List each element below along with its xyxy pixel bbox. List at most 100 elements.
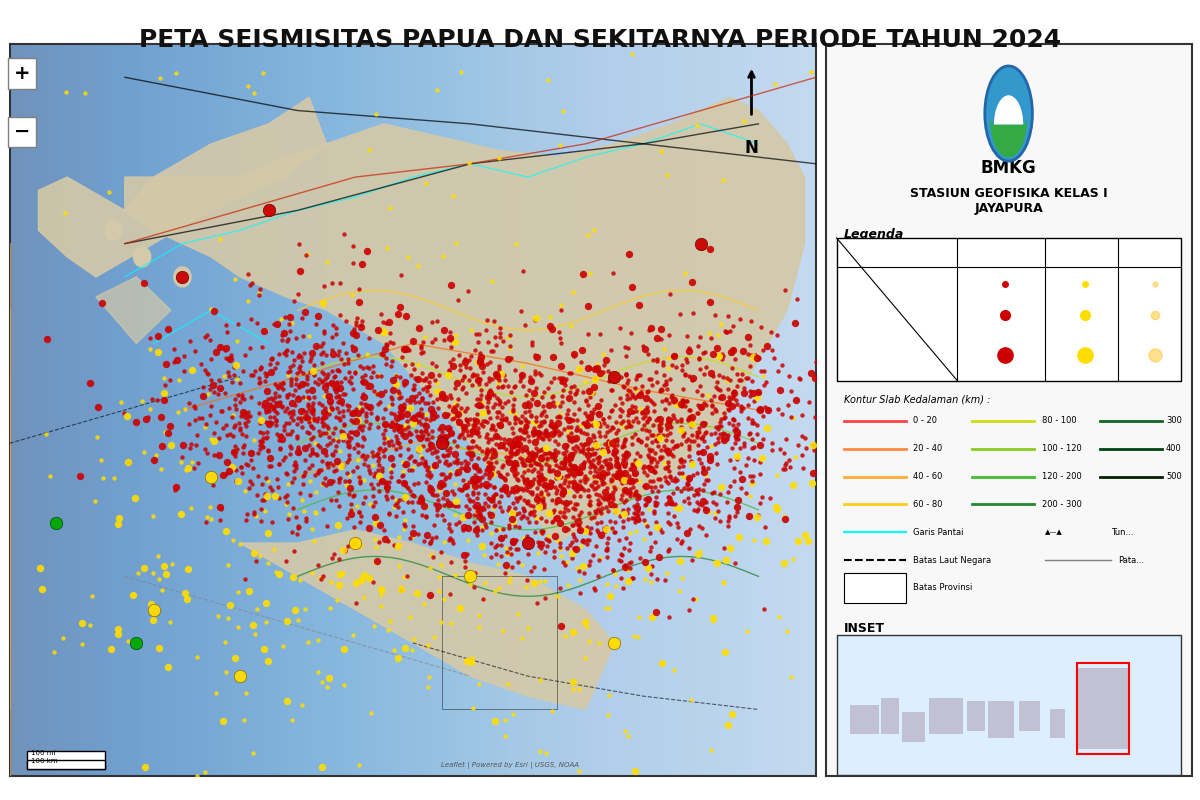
Point xyxy=(378,623,397,636)
Point xyxy=(570,423,589,436)
Point xyxy=(677,394,696,407)
Point xyxy=(367,410,386,423)
Point xyxy=(612,417,631,430)
Point xyxy=(484,448,503,461)
Point xyxy=(648,440,667,453)
Point xyxy=(626,485,646,498)
Point xyxy=(714,434,733,446)
Point xyxy=(432,546,451,559)
Point xyxy=(409,444,428,457)
Point xyxy=(449,408,468,421)
Point xyxy=(505,434,524,446)
Point xyxy=(386,418,406,430)
Point xyxy=(720,512,739,525)
Point xyxy=(545,434,564,447)
Point xyxy=(442,392,461,405)
Point xyxy=(744,441,763,454)
Point xyxy=(612,571,631,584)
Point xyxy=(616,494,635,506)
Point xyxy=(758,403,778,416)
Point xyxy=(360,402,379,414)
Point xyxy=(518,548,538,561)
Point xyxy=(542,391,562,404)
Point xyxy=(737,371,756,384)
Point xyxy=(338,439,358,452)
Point xyxy=(738,451,757,464)
Point xyxy=(702,406,721,419)
Point xyxy=(629,610,648,623)
Point xyxy=(276,345,295,358)
Point xyxy=(575,374,594,387)
Point xyxy=(626,405,646,418)
Point xyxy=(420,537,439,550)
Point xyxy=(560,496,580,509)
Point xyxy=(296,514,316,527)
Point xyxy=(614,474,634,487)
Point xyxy=(791,373,810,386)
Point xyxy=(646,466,665,478)
Point xyxy=(238,458,257,471)
Point xyxy=(490,360,509,373)
Point xyxy=(413,391,432,404)
Point xyxy=(432,558,451,571)
Point xyxy=(683,593,702,606)
Point xyxy=(466,479,485,492)
Point xyxy=(230,670,250,682)
Point xyxy=(758,404,778,417)
Point xyxy=(336,387,355,400)
Point xyxy=(598,420,617,433)
Point xyxy=(414,534,433,547)
Point xyxy=(317,410,336,423)
Point xyxy=(706,309,725,322)
Point xyxy=(298,426,317,438)
Point xyxy=(218,612,238,625)
Point xyxy=(349,439,368,452)
Point xyxy=(719,429,738,442)
Point xyxy=(570,466,589,479)
Point xyxy=(470,354,490,367)
Point xyxy=(638,562,658,574)
Point xyxy=(528,351,547,364)
Point xyxy=(640,526,659,539)
Point xyxy=(306,339,325,352)
Point xyxy=(658,460,677,473)
Point xyxy=(739,347,758,360)
Point xyxy=(416,500,436,513)
Point xyxy=(151,410,170,423)
Point xyxy=(552,456,571,469)
Point xyxy=(540,533,559,546)
Point xyxy=(293,312,312,325)
Point xyxy=(775,462,794,475)
Point xyxy=(581,410,600,423)
Point xyxy=(802,367,821,380)
Point xyxy=(622,419,641,432)
Point xyxy=(335,358,354,370)
Point xyxy=(142,597,161,610)
Point xyxy=(253,432,272,445)
Point xyxy=(241,454,260,466)
Point xyxy=(679,474,698,487)
Point xyxy=(594,446,613,458)
Point xyxy=(224,369,244,382)
Point xyxy=(462,429,481,442)
Bar xyxy=(967,702,985,730)
Point xyxy=(517,496,536,509)
Point xyxy=(605,515,624,528)
Point xyxy=(744,350,763,363)
Point xyxy=(488,377,508,390)
Point xyxy=(533,443,552,456)
Point xyxy=(804,438,823,451)
Point xyxy=(684,469,703,482)
Point xyxy=(610,410,629,422)
Point xyxy=(446,478,466,490)
Point xyxy=(366,386,385,399)
Point xyxy=(460,374,479,386)
Point xyxy=(511,374,530,387)
Point xyxy=(510,422,529,435)
Point xyxy=(232,466,251,479)
Point xyxy=(620,526,640,539)
Point xyxy=(438,494,457,506)
Point xyxy=(674,482,694,494)
Point xyxy=(533,488,552,501)
Point xyxy=(539,506,558,519)
